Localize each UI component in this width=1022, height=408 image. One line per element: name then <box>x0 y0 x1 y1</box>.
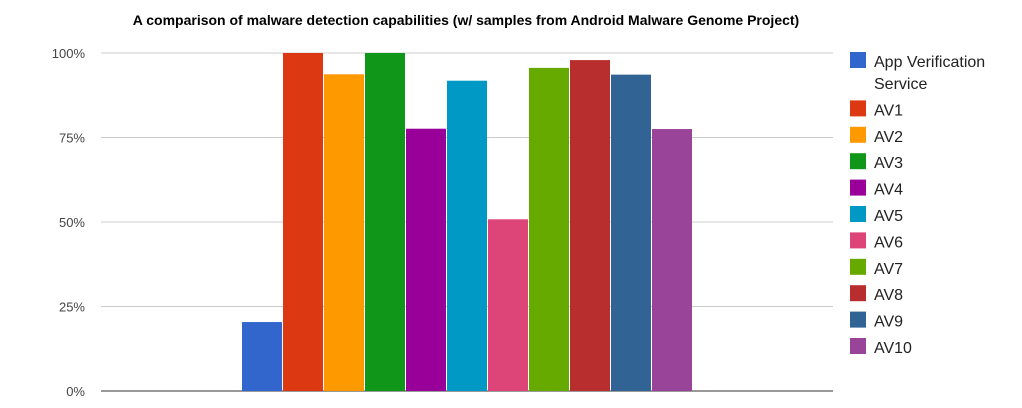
bar-app-verification-service <box>242 322 282 391</box>
legend-label: AV10 <box>874 340 912 357</box>
chart-title: A comparison of malware detection capabi… <box>133 12 799 28</box>
legend-swatch <box>850 285 866 302</box>
legend-swatch <box>850 338 866 354</box>
bar-av1 <box>283 53 323 391</box>
legend-swatch <box>850 52 866 68</box>
legend-label: AV4 <box>874 182 903 199</box>
y-tick-label: 75% <box>59 131 85 146</box>
bar-av3 <box>365 53 405 391</box>
legend-swatch <box>850 311 866 328</box>
bars <box>242 53 692 392</box>
bar-av2 <box>324 74 364 391</box>
legend: App Verification Service AV1 AV2 AV3 AV4 AV5 AV… <box>850 52 985 357</box>
bar-av5 <box>447 80 487 391</box>
legend-label: AV1 <box>874 102 903 119</box>
y-tick-label: 100% <box>52 46 86 61</box>
legend-label: AV6 <box>874 234 903 251</box>
legend-label: AV7 <box>874 261 903 278</box>
legend-swatch <box>850 206 866 222</box>
bar-av6 <box>488 219 528 391</box>
bar-av9 <box>611 74 651 391</box>
legend-swatch <box>850 258 866 275</box>
bar-av8 <box>570 60 610 392</box>
legend-label: AV3 <box>874 155 903 172</box>
legend-label: AV9 <box>874 314 903 331</box>
legend-label: App Verification Service <box>874 54 985 93</box>
legend-swatch <box>850 153 866 170</box>
y-tick-label: 50% <box>59 215 85 230</box>
legend-label: AV2 <box>874 129 903 146</box>
legend-swatch <box>850 126 866 143</box>
legend-swatch <box>850 100 866 117</box>
bar-av4 <box>406 128 446 391</box>
legend-swatch <box>850 179 866 196</box>
y-tick-label: 0% <box>66 384 85 399</box>
legend-swatch <box>850 232 866 249</box>
legend-label: AV8 <box>874 287 903 304</box>
bar-av7 <box>529 67 569 391</box>
bar-av10 <box>652 129 692 392</box>
legend-label: AV5 <box>874 208 903 225</box>
y-tick-label: 25% <box>59 300 85 315</box>
